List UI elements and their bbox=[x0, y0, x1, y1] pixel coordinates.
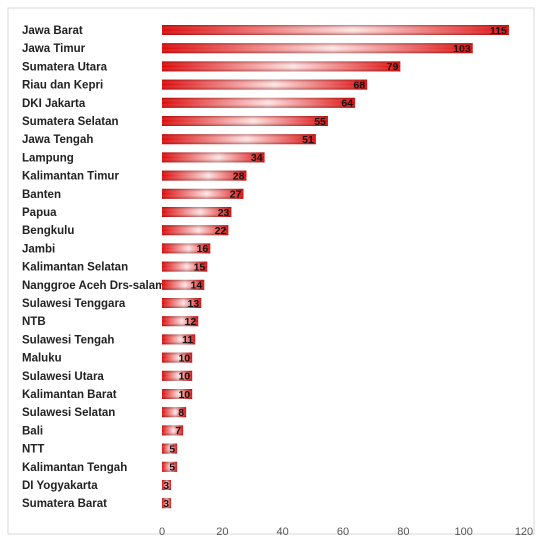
value-label: 22 bbox=[215, 225, 227, 237]
value-label: 10 bbox=[178, 371, 190, 383]
y-tick-label: Sulawesi Tengah bbox=[22, 334, 114, 346]
x-tick-label: 120 bbox=[515, 526, 533, 538]
y-tick-label: Sumatera Selatan bbox=[22, 116, 119, 128]
bar-shade bbox=[162, 334, 196, 345]
y-tick-label: Bali bbox=[22, 425, 43, 437]
value-label: 28 bbox=[233, 170, 245, 182]
value-label: 16 bbox=[197, 243, 209, 255]
bar-shade bbox=[162, 298, 202, 308]
value-label: 12 bbox=[185, 316, 197, 328]
bar-shade bbox=[162, 279, 205, 290]
y-tick-label: NTT bbox=[22, 444, 44, 456]
x-tick-label: 60 bbox=[337, 526, 349, 538]
value-label: 103 bbox=[453, 43, 471, 55]
value-label: 55 bbox=[314, 116, 326, 128]
y-tick-label: Kalimantan Timur bbox=[22, 171, 119, 183]
bar-shade bbox=[162, 480, 172, 490]
value-label: 10 bbox=[178, 352, 190, 364]
value-label: 10 bbox=[178, 389, 190, 401]
bar-shade bbox=[162, 134, 316, 145]
y-tick-label: DI Yogyakarta bbox=[22, 480, 98, 492]
value-label: 115 bbox=[490, 25, 507, 37]
value-label: 79 bbox=[387, 61, 399, 73]
bar-shade bbox=[162, 79, 368, 90]
y-tick-label: Kalimantan Selatan bbox=[22, 262, 128, 274]
value-label: 15 bbox=[194, 261, 206, 273]
y-tick-label: Kalimantan Barat bbox=[22, 389, 117, 401]
y-tick-label: Sumatera Utara bbox=[22, 61, 108, 73]
value-label: 8 bbox=[178, 407, 184, 419]
bar-shade bbox=[162, 425, 184, 436]
frame bbox=[7, 7, 535, 535]
bar-shade bbox=[162, 443, 178, 454]
bar-shade bbox=[162, 25, 509, 35]
x-tick-label: 20 bbox=[216, 526, 228, 538]
y-tick-label: Papua bbox=[22, 207, 57, 219]
bar-shade bbox=[162, 170, 247, 181]
value-label: 34 bbox=[251, 152, 263, 164]
value-label: 51 bbox=[302, 134, 314, 146]
bar-shade bbox=[162, 370, 193, 381]
y-tick-label: Jawa Tengah bbox=[22, 134, 93, 146]
y-tick-label: DKI Jakarta bbox=[22, 98, 86, 110]
y-tick-label: Kalimantan Tengah bbox=[22, 462, 127, 474]
x-tick-label: 0 bbox=[159, 526, 165, 538]
y-tick-label: NTB bbox=[22, 316, 46, 328]
bar-shade bbox=[162, 225, 229, 236]
y-tick-label: Sulawesi Utara bbox=[22, 371, 104, 383]
y-tick-label: Lampung bbox=[22, 152, 74, 164]
value-label: 3 bbox=[163, 498, 169, 510]
bar-shade bbox=[162, 352, 193, 363]
value-label: 27 bbox=[230, 189, 242, 201]
bar-shade bbox=[162, 152, 265, 163]
y-tick-label: Sulawesi Tenggara bbox=[22, 298, 126, 310]
value-label: 14 bbox=[191, 280, 203, 292]
bar-shade bbox=[162, 389, 193, 399]
bar-shade bbox=[162, 116, 328, 126]
bar-shade bbox=[162, 207, 232, 217]
bar-shade bbox=[162, 61, 401, 72]
bar-shade bbox=[162, 243, 211, 254]
x-tick-label: 80 bbox=[397, 526, 409, 538]
bar-shade bbox=[162, 461, 178, 472]
value-label: 64 bbox=[341, 98, 353, 110]
y-tick-label: Jawa Timur bbox=[22, 43, 86, 55]
x-tick-label: 100 bbox=[454, 526, 472, 538]
bar-shade bbox=[162, 261, 208, 272]
y-tick-label: Sumatera Barat bbox=[22, 498, 107, 510]
bar-shade bbox=[162, 43, 473, 54]
value-label: 7 bbox=[175, 425, 181, 437]
x-tick-label: 40 bbox=[277, 526, 289, 538]
value-label: 23 bbox=[218, 207, 230, 219]
y-tick-label: Jawa Barat bbox=[22, 25, 83, 37]
bar-shade bbox=[162, 97, 356, 108]
y-tick-label: Banten bbox=[22, 189, 61, 201]
value-label: 13 bbox=[188, 298, 200, 310]
bar-shade bbox=[162, 407, 187, 418]
value-label: 11 bbox=[182, 334, 193, 346]
bar-shade bbox=[162, 498, 172, 509]
y-tick-label: Nanggroe Aceh Drs-salam bbox=[22, 280, 165, 292]
y-tick-label: Riau dan Kepri bbox=[22, 80, 103, 92]
y-tick-label: Sulawesi Selatan bbox=[22, 407, 115, 419]
value-label: 68 bbox=[353, 79, 365, 91]
y-tick-label: Maluku bbox=[22, 353, 62, 365]
value-label: 3 bbox=[163, 480, 169, 492]
y-tick-label: Bengkulu bbox=[22, 225, 74, 237]
bar-shade bbox=[162, 188, 244, 199]
bar-shade bbox=[162, 316, 199, 327]
value-label: 5 bbox=[169, 443, 175, 455]
y-tick-label: Jambi bbox=[22, 243, 55, 255]
value-label: 5 bbox=[169, 462, 175, 474]
